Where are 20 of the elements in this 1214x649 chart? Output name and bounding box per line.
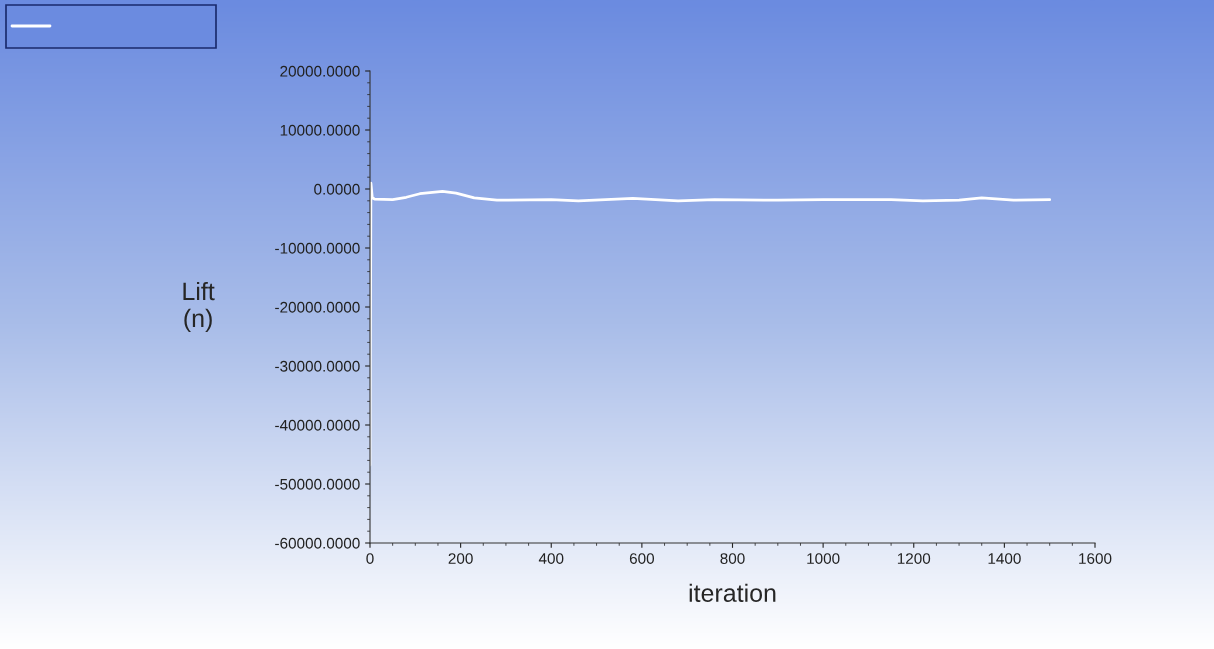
- x-tick-label: 1600: [1079, 553, 1112, 564]
- y-tick-label: 10000.0000: [280, 124, 360, 136]
- x-axis-title: iteration: [689, 583, 776, 602]
- x-tick-label: 1000: [807, 553, 840, 564]
- y-tick-label: 20000.0000: [280, 65, 360, 77]
- x-tick-label: 600: [629, 553, 655, 564]
- x-tick-label: 1400: [988, 553, 1021, 564]
- y-tick-label: -20000.0000: [275, 301, 360, 313]
- x-tick-label: 1200: [897, 553, 931, 564]
- y-axis-title: Lift (n): [183, 281, 215, 333]
- y-tick-label: -40000.0000: [275, 419, 360, 431]
- y-tick-label: 0.0000: [314, 183, 360, 195]
- x-tick-label: 800: [720, 553, 745, 564]
- y-tick-label: -60000.0000: [275, 537, 360, 549]
- x-tick-label: 0: [366, 553, 374, 564]
- y-tick-label: -30000.0000: [275, 360, 360, 372]
- y-tick-label: -50000.0000: [275, 478, 360, 490]
- x-tick-label: 400: [538, 553, 564, 564]
- y-tick-label: -10000.0000: [275, 242, 360, 254]
- x-tick-label: 200: [448, 553, 473, 564]
